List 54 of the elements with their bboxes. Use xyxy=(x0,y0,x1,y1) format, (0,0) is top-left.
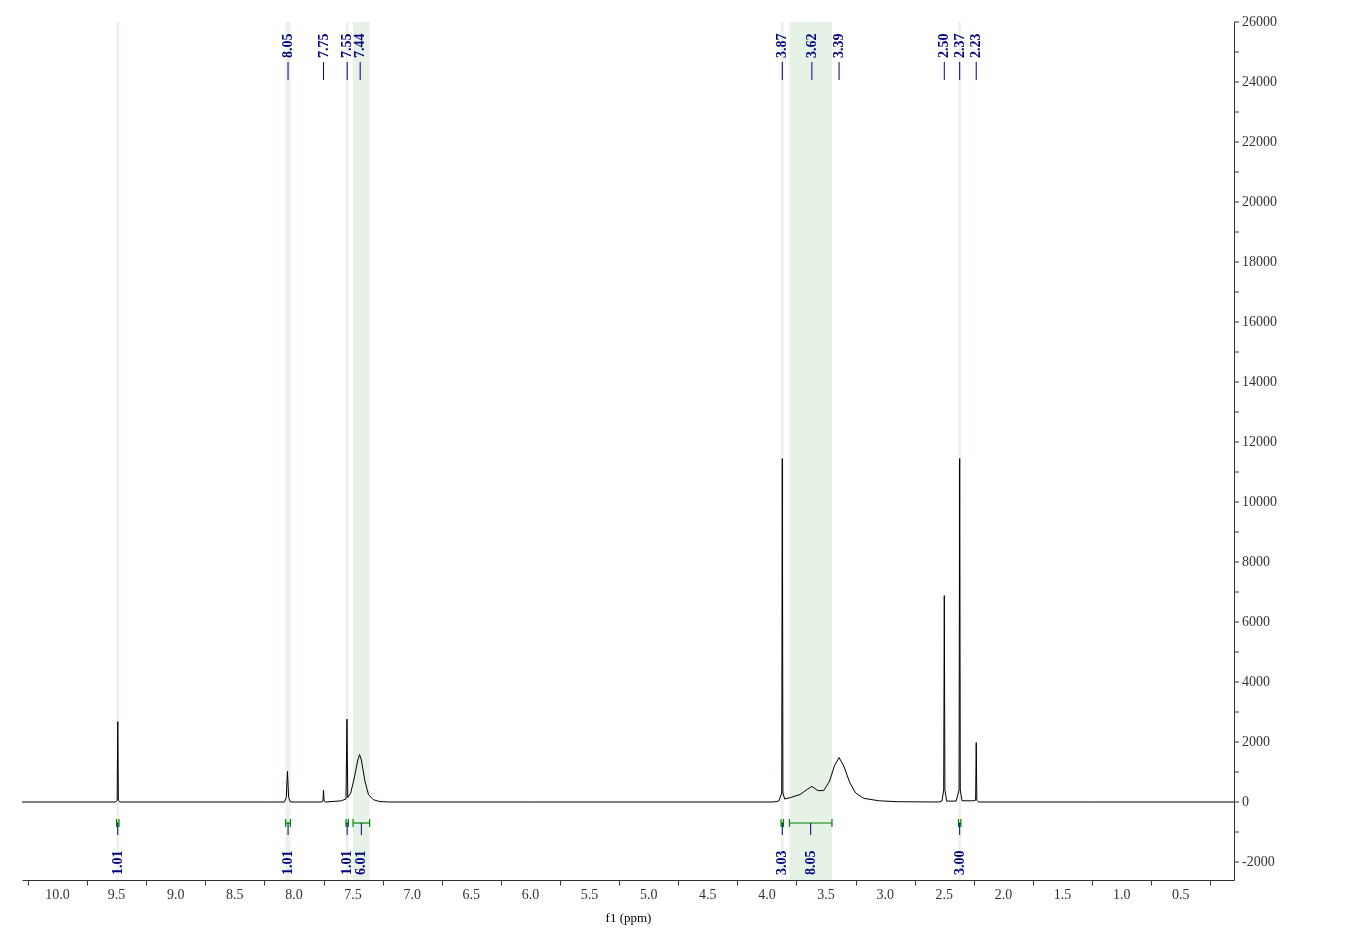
annotation: 3.62 xyxy=(803,33,819,58)
y-tick-label: 12000 xyxy=(1242,434,1277,449)
x-tick-label: 1.0 xyxy=(1112,887,1131,902)
x-tick-label: 10.0 xyxy=(45,887,70,902)
y-tick-label: 8000 xyxy=(1242,554,1270,569)
band-label: 1.01 xyxy=(109,850,125,875)
x-tick-label: 9.0 xyxy=(166,887,185,902)
annotation: 7.44 xyxy=(352,33,368,58)
x-tick-label: 7.0 xyxy=(403,887,421,902)
x-tick-label: 3.5 xyxy=(817,887,835,902)
y-tick-label: 14000 xyxy=(1242,374,1277,389)
y-tick-label: 24000 xyxy=(1242,74,1277,89)
x-tick-label: 5.0 xyxy=(639,887,658,902)
x-tick-label: 6.5 xyxy=(462,887,481,902)
annotation: 3.87 xyxy=(774,33,790,58)
x-tick-label: 6.0 xyxy=(521,887,540,902)
annotation: 7.75 xyxy=(315,33,331,58)
x-tick-label: 5.5 xyxy=(580,887,599,902)
y-tick-label: -2000 xyxy=(1242,854,1275,869)
x-tick-label: 2.0 xyxy=(994,887,1013,902)
annotation: 2.23 xyxy=(968,33,984,58)
y-tick-label: 4000 xyxy=(1242,674,1270,689)
x-tick-label: 7.5 xyxy=(344,887,362,902)
band-label: 3.03 xyxy=(774,850,790,875)
y-tick-label: 6000 xyxy=(1242,614,1270,629)
annotation: 2.50 xyxy=(936,33,952,58)
y-tick-label: 2000 xyxy=(1242,734,1270,749)
band-label: 1.01 xyxy=(280,850,296,875)
x-axis-title: f1 (ppm) xyxy=(605,910,652,925)
annotation: 2.37 xyxy=(951,33,967,58)
x-tick-label: 4.0 xyxy=(758,887,776,902)
line-series xyxy=(22,458,1234,803)
y-tick-label: 0 xyxy=(1242,794,1249,809)
x-tick-label: 8.0 xyxy=(285,887,303,902)
annotation: 7.55 xyxy=(339,33,355,58)
x-tick-label: 4.5 xyxy=(699,887,717,902)
x-tick-label: 0.5 xyxy=(1172,887,1190,902)
band-label: 8.05 xyxy=(802,850,818,875)
y-tick-label: 22000 xyxy=(1242,134,1277,149)
x-tick-label: 2.5 xyxy=(935,887,954,902)
y-tick-label: 26000 xyxy=(1242,14,1277,29)
annotation: 3.39 xyxy=(831,33,847,58)
x-tick-label: 9.5 xyxy=(107,887,126,902)
y-tick-label: 10000 xyxy=(1242,494,1277,509)
x-tick-label: 8.5 xyxy=(226,887,244,902)
y-tick-label: 16000 xyxy=(1242,314,1277,329)
y-tick-label: 20000 xyxy=(1242,194,1277,209)
band-label: 3.00 xyxy=(951,850,967,875)
annotation: 8.05 xyxy=(280,33,296,58)
band-label: 6.01 xyxy=(353,850,369,875)
band-label: 1.01 xyxy=(339,850,355,875)
y-tick-label: 18000 xyxy=(1242,254,1277,269)
x-tick-label: 3.0 xyxy=(876,887,894,902)
x-tick-label: 1.5 xyxy=(1053,887,1072,902)
